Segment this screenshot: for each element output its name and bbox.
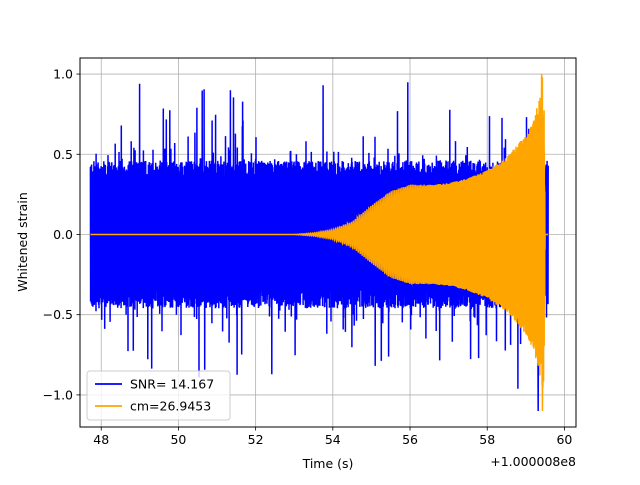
series-cm-peak <box>539 74 545 411</box>
y-tick-label: 0.0 <box>53 227 73 242</box>
series-cm <box>90 74 549 411</box>
y-tick-label: −0.5 <box>43 307 73 322</box>
legend-label-snr: SNR= 14.167 <box>130 377 214 392</box>
x-tick-label: 50 <box>170 432 186 447</box>
legend-box <box>86 370 231 421</box>
y-tick-label: −1.0 <box>43 387 73 402</box>
legend: SNR= 14.167 cm=26.9453 <box>86 370 231 421</box>
legend-label-cm: cm=26.9453 <box>130 399 211 414</box>
y-axis-ticks: 1.0 0.5 0.0 −0.5 −1.0 <box>43 67 80 402</box>
series-cm-line <box>90 77 549 388</box>
y-tick-label: 1.0 <box>53 67 73 82</box>
x-offset-label: +1.000008e8 <box>490 454 576 469</box>
y-tick-label: 0.5 <box>53 147 73 162</box>
x-tick-label: 58 <box>479 432 495 447</box>
x-tick-label: 48 <box>93 432 109 447</box>
y-axis-label: Whitened strain <box>15 192 30 291</box>
x-tick-label: 54 <box>325 432 341 447</box>
x-axis-label: Time (s) <box>302 456 354 471</box>
x-tick-label: 52 <box>248 432 264 447</box>
x-tick-label: 60 <box>556 432 572 447</box>
x-axis-ticks: 48 50 52 54 56 58 60 <box>93 427 572 447</box>
x-tick-label: 56 <box>402 432 418 447</box>
plot-frame <box>79 57 577 428</box>
